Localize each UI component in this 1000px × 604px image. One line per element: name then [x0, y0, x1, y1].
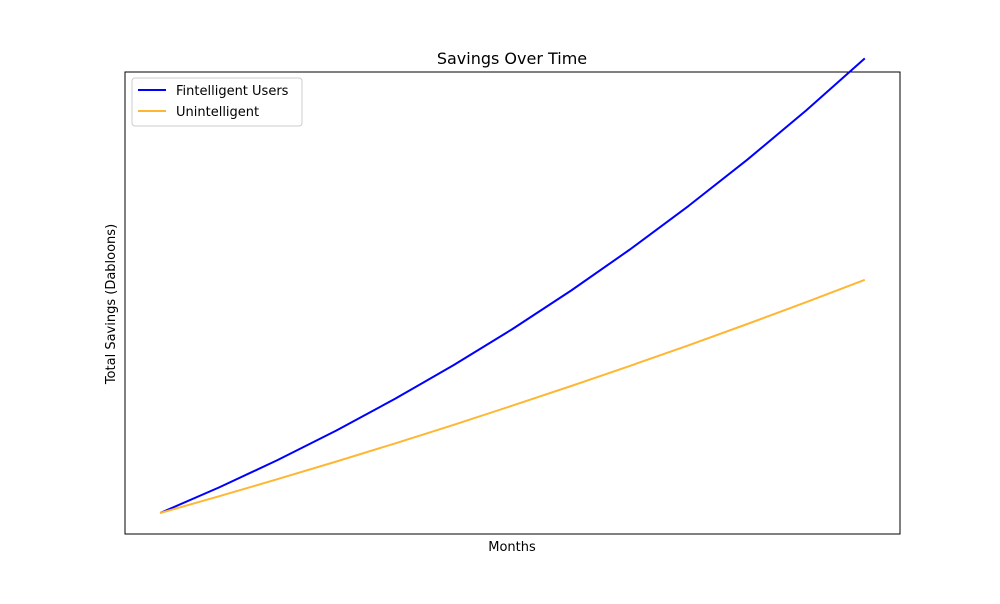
legend-box — [131, 77, 303, 127]
plot-area — [124, 71, 901, 535]
legend: Fintelligent Users Unintelligent — [131, 77, 303, 127]
series-lines — [159, 57, 866, 514]
series-line-fintelligent-users — [159, 57, 866, 514]
x-axis-label: Months — [488, 540, 536, 555]
chart-title: Savings Over Time — [437, 49, 587, 68]
y-axis-label: Total Savings (Dabloons) — [104, 224, 119, 385]
legend-label-fintelligent: Fintelligent Users — [176, 84, 289, 99]
series-line-unintelligent — [159, 278, 866, 514]
legend-label-unintelligent: Unintelligent — [176, 105, 259, 120]
